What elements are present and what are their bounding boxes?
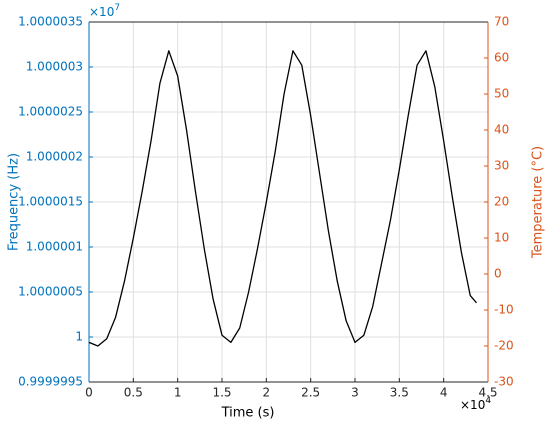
y-multiplier-exponent: 7 (114, 3, 120, 13)
x-tick-label: 3 (351, 386, 359, 400)
x-multiplier-exponent: 4 (485, 396, 491, 406)
y-tick-label: 1.0000025 (18, 105, 83, 119)
y2-tick-label: 50 (494, 87, 509, 101)
y-tick-label: 1.000002 (26, 150, 83, 164)
y-tick-label: 1.0000015 (18, 195, 83, 209)
x-tick-label: 3.5 (390, 386, 409, 400)
y-tick-label: 1.000001 (26, 240, 83, 254)
x-tick-label: 0 (85, 386, 93, 400)
x-multiplier: ×104 (460, 396, 491, 412)
y-multiplier-base: ×10 (89, 5, 114, 19)
x-tick-label: 2.5 (301, 386, 320, 400)
y2-tick-label: -10 (494, 303, 514, 317)
y2-axis-title: Temperature (°C) (531, 146, 546, 259)
y-multiplier: ×107 (89, 3, 120, 19)
y-tick-label: 1 (75, 330, 83, 344)
y2-tick-label: 20 (494, 195, 509, 209)
y2-tick-label: 0 (494, 267, 502, 281)
y-axis-title: Frequency (Hz) (7, 153, 22, 251)
y-tick-label: 1.000003 (26, 60, 83, 74)
x-axis-title: Time (s) (221, 406, 275, 421)
y2-tick-label: 40 (494, 123, 509, 137)
x-tick-label: 4.5 (478, 386, 497, 400)
line-series (88, 50, 477, 347)
y-tick-label: 1.0000035 (18, 15, 83, 29)
x-tick-label: 1 (174, 386, 182, 400)
y-tick-label: 0.9999995 (18, 375, 83, 389)
y2-tick-label: -20 (494, 339, 514, 353)
x-multiplier-base: ×10 (460, 398, 485, 412)
y-tick-label: 1.0000005 (18, 285, 83, 299)
y2-tick-label: 70 (494, 15, 509, 29)
x-tick-label: 1.5 (212, 386, 231, 400)
y2-tick-label: -30 (494, 375, 514, 389)
y2-tick-label: 60 (494, 51, 509, 65)
x-tick-label: 4 (440, 386, 448, 400)
y2-tick-label: 30 (494, 159, 509, 173)
x-tick-label: 2 (263, 386, 271, 400)
y2-tick-label: 10 (494, 231, 509, 245)
x-tick-label: 0.5 (124, 386, 143, 400)
